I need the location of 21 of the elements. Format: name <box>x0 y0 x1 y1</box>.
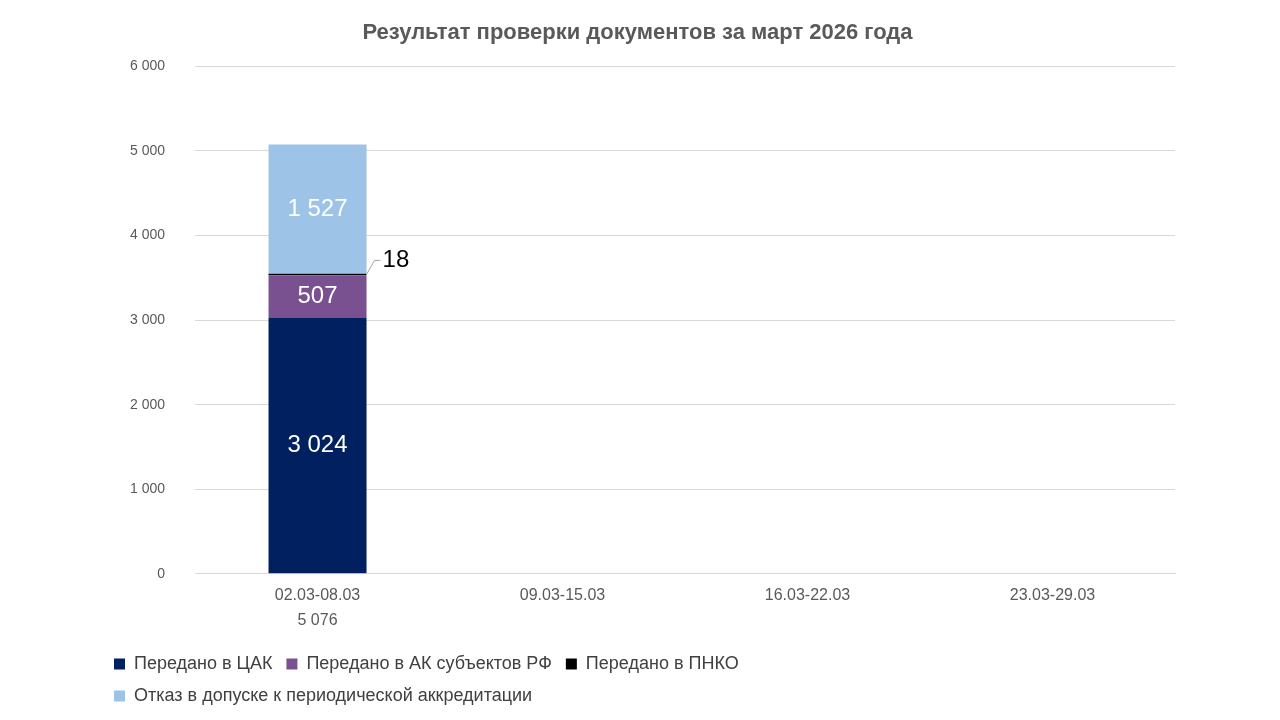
y-tick-label: 3 000 <box>129 310 166 327</box>
data-label: 3 024 <box>287 430 348 458</box>
y-tick-label: 6 000 <box>129 57 166 74</box>
y-tick-label: 1 000 <box>129 480 166 497</box>
chart-title: Результат проверки документов за март 2026 года <box>362 19 914 45</box>
y-tick-label: 0 <box>157 564 166 581</box>
legend-label: Передано в АК субъектов РФ <box>306 652 552 673</box>
data-label: 1 527 <box>287 193 348 221</box>
y-tick-label: 5 000 <box>129 141 166 158</box>
legend-label: Передано в ЦАК <box>134 652 273 673</box>
y-tick-label: 2 000 <box>129 395 166 412</box>
data-label: 18 <box>382 245 410 273</box>
x-tick-label: 02.03-08.03 <box>274 585 361 603</box>
legend-label: Отказ в допуске к периодической аккредитации <box>134 684 533 705</box>
x-tick-label: 16.03-22.03 <box>764 585 851 603</box>
data-label: 507 <box>297 281 338 309</box>
y-tick-label: 4 000 <box>129 226 166 243</box>
x-tick-label: 09.03-15.03 <box>519 585 606 603</box>
legend-label: Передано в ПНКО <box>585 652 739 673</box>
total-label: 5 076 <box>297 611 338 629</box>
x-tick-label: 23.03-29.03 <box>1009 585 1096 603</box>
